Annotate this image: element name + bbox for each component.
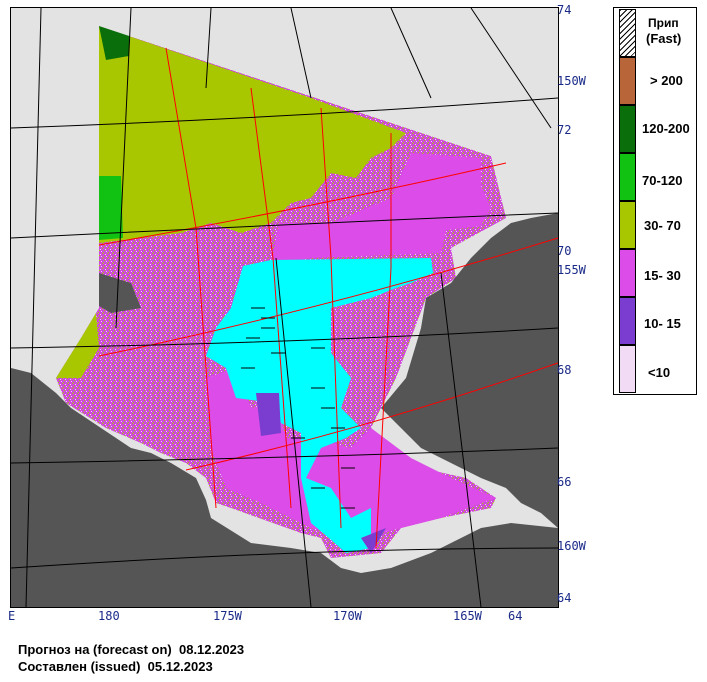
- lat-label-64: 64: [557, 591, 572, 605]
- lon-label-e: E: [8, 609, 16, 623]
- lon-label-170w: 170W: [333, 609, 362, 623]
- fast-ice-ticks: [241, 307, 355, 509]
- zone-15-30-south: [206, 368, 496, 538]
- legend-label-lt10: <10: [648, 365, 671, 380]
- lat-label-66: 66: [557, 475, 572, 489]
- legend-fast-swatch: [619, 9, 636, 57]
- legend-label-70-120: 70-120: [642, 173, 683, 188]
- legend-label-30-70: 30- 70: [644, 218, 681, 233]
- legend-swatch-lt10: [619, 345, 636, 393]
- lon-label-160w: 160W: [557, 539, 586, 553]
- zone-15-30: [271, 153, 491, 266]
- zone-fast-ice[interactable]: [206, 258, 433, 553]
- zone-10-15-south: [361, 528, 386, 553]
- no-data-ne: [99, 8, 558, 220]
- legend-swatch-10-15: [619, 297, 636, 345]
- lon-label-165w: 165W: [453, 609, 482, 623]
- legend-fast-title: Прип: [648, 16, 679, 30]
- zone-30-70: [99, 26, 406, 243]
- legend-label-10-15: 10- 15: [644, 316, 681, 331]
- legend-swatch-gt200: [619, 57, 636, 105]
- forecast-date: Прогноз на (forecast on) 08.12.2023: [18, 642, 245, 657]
- grid-meridians-black: [25, 8, 552, 607]
- zone-70-120: [99, 176, 123, 240]
- legend-swatch-120-200: [619, 105, 636, 153]
- no-data-nw: [11, 8, 99, 368]
- lon-label-150w: 150W: [557, 74, 586, 88]
- wrangel-area: [99, 273, 141, 313]
- lat-label-74: 74: [557, 3, 572, 17]
- grid-parallels-black: [11, 97, 558, 569]
- lon-label-155w: 155W: [557, 263, 586, 277]
- lon-label-64: 64: [508, 609, 523, 623]
- legend-fast-subtitle: (Fast): [646, 31, 682, 46]
- ice-map[interactable]: [10, 7, 559, 608]
- legend-label-120-200: 120-200: [642, 121, 690, 136]
- lat-label-68: 68: [557, 363, 572, 377]
- zone-30-70-south: [56, 313, 99, 378]
- lat-label-70: 70: [557, 244, 572, 258]
- zone-120-200: [99, 26, 129, 60]
- lon-label-175w: 175W: [213, 609, 242, 623]
- lat-label-72: 72: [557, 123, 572, 137]
- legend: Прип (Fast) > 200 120-200 70-120 30- 70 …: [613, 7, 697, 395]
- legend-swatch-70-120: [619, 153, 636, 201]
- zone-10-15: [256, 393, 281, 436]
- lon-label-180: 180: [98, 609, 120, 623]
- land-chukotka: [11, 368, 558, 607]
- legend-label-15-30: 15- 30: [644, 268, 681, 283]
- legend-swatch-15-30: [619, 249, 636, 297]
- legend-swatch-30-70: [619, 201, 636, 249]
- issued-date: Составлен (issued) 05.12.2023: [18, 659, 213, 674]
- legend-label-gt200: > 200: [650, 73, 683, 88]
